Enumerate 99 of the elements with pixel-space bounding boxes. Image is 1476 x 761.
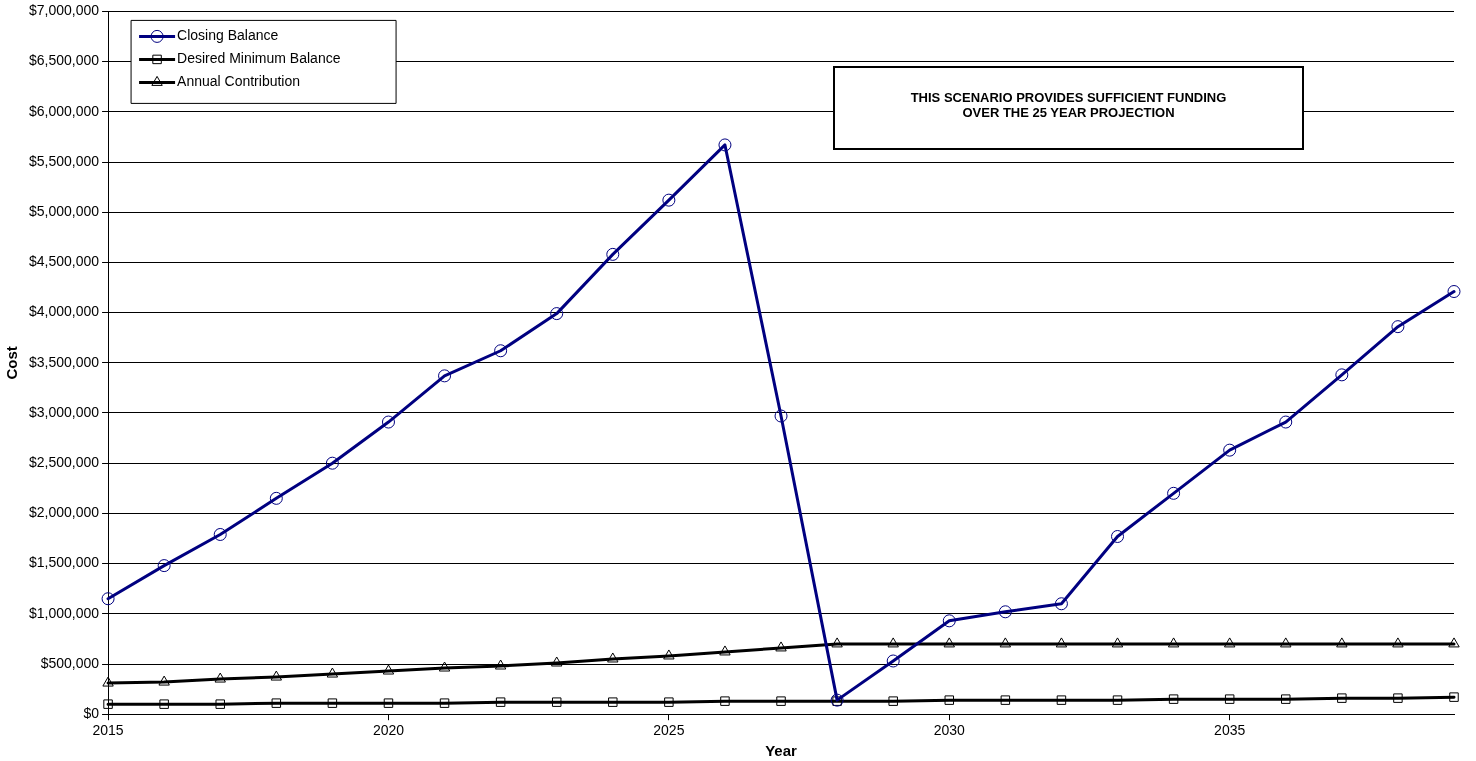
legend-label: Desired Minimum Balance	[177, 50, 341, 67]
point	[1223, 637, 1236, 648]
point	[1280, 637, 1292, 648]
point	[1391, 320, 1405, 334]
point	[1055, 637, 1068, 648]
point	[326, 667, 339, 678]
point	[271, 698, 282, 708]
point	[213, 527, 227, 541]
point	[381, 415, 395, 429]
point	[1167, 486, 1181, 500]
point	[1056, 695, 1067, 705]
point	[1111, 529, 1125, 543]
y-tick-label: $7,000,000	[28, 2, 100, 19]
point	[999, 637, 1012, 648]
point	[774, 409, 788, 423]
point	[382, 664, 395, 675]
point	[438, 661, 451, 672]
point	[1336, 637, 1348, 648]
point	[1279, 415, 1293, 429]
point	[831, 637, 843, 648]
point	[998, 605, 1012, 619]
point	[943, 637, 955, 648]
point	[1111, 637, 1124, 648]
x-tick-label: 2020	[372, 722, 405, 739]
point	[327, 698, 338, 708]
point	[439, 698, 450, 708]
point	[1054, 597, 1068, 611]
point	[1167, 637, 1180, 648]
point	[495, 697, 506, 707]
point	[269, 491, 283, 505]
y-tick-label: $6,000,000	[28, 102, 100, 119]
point	[662, 193, 676, 207]
point	[494, 659, 507, 670]
point	[438, 369, 452, 383]
y-tick-label: $3,000,000	[28, 403, 100, 420]
y-tick-label: $500,000	[40, 654, 100, 671]
point	[270, 670, 283, 681]
point	[550, 307, 564, 321]
y-tick-label: $0	[83, 705, 100, 722]
legend-label: Annual Contribution	[177, 73, 301, 90]
point	[1393, 693, 1403, 703]
point	[214, 672, 226, 683]
point	[888, 696, 898, 706]
point	[607, 652, 619, 663]
y-tick-label: $5,500,000	[28, 152, 100, 169]
y-tick-label: $4,500,000	[28, 253, 100, 270]
point	[158, 675, 170, 686]
point	[942, 614, 956, 628]
point	[664, 697, 674, 707]
y-axis-title: Cost	[3, 346, 21, 380]
y-tick-label: $6,500,000	[28, 52, 100, 69]
point	[1168, 694, 1179, 704]
point	[886, 654, 900, 668]
point	[1337, 693, 1347, 703]
point	[944, 695, 955, 705]
point	[718, 138, 732, 152]
point	[1448, 637, 1460, 648]
text-box: THIS SCENARIO PROVIDES SUFFICIENT FUNDING OVER THE 25 YEAR PROJECTION	[833, 66, 1304, 150]
point	[102, 676, 114, 687]
legend-label: Closing Balance	[177, 27, 279, 44]
point	[1223, 443, 1237, 457]
point	[215, 699, 225, 709]
point	[325, 456, 339, 470]
y-tick-label: $3,500,000	[28, 353, 100, 370]
point	[719, 645, 731, 656]
point	[159, 699, 169, 709]
x-tick-label: 2015	[92, 722, 124, 739]
point	[776, 696, 786, 706]
y-tick-label: $2,000,000	[28, 504, 100, 521]
point	[1449, 692, 1459, 702]
point	[1335, 368, 1349, 382]
point	[720, 696, 730, 706]
x-tick-label: 2025	[653, 722, 685, 739]
x-axis-title: Year	[765, 742, 798, 760]
point	[1112, 695, 1123, 705]
point	[551, 697, 562, 707]
y-tick-label: $2,500,000	[28, 454, 100, 471]
point	[551, 656, 563, 667]
point	[494, 344, 508, 358]
y-tick-label: $1,500,000	[28, 554, 100, 571]
x-tick-label: 2030	[933, 722, 966, 739]
point	[383, 698, 394, 708]
point	[103, 699, 113, 709]
point	[606, 247, 620, 261]
point	[887, 637, 899, 648]
point	[775, 641, 787, 652]
y-tick-label: $4,000,000	[28, 303, 100, 320]
y-tick-label: $5,000,000	[28, 203, 100, 220]
point	[157, 559, 171, 573]
x-tick-label: 2035	[1214, 722, 1246, 739]
point	[1392, 637, 1404, 648]
point	[1000, 695, 1011, 705]
point	[608, 697, 618, 707]
point	[1224, 694, 1235, 704]
y-tick-label: $1,000,000	[28, 604, 100, 621]
point	[1447, 285, 1461, 299]
point	[101, 592, 115, 606]
point	[663, 649, 675, 660]
point	[1281, 694, 1291, 704]
